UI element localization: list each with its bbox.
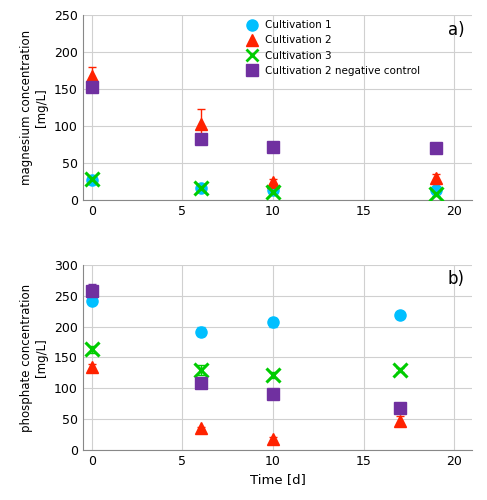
Y-axis label: phosphate concentration
[mg/L]: phosphate concentration [mg/L] xyxy=(20,284,49,432)
Text: a): a) xyxy=(448,20,465,38)
X-axis label: Time [d]: Time [d] xyxy=(250,474,305,486)
Y-axis label: magnesium concentration
[mg/L]: magnesium concentration [mg/L] xyxy=(20,30,49,185)
Text: b): b) xyxy=(448,270,465,288)
Legend: Cultivation 1, Cultivation 2, Cultivation 3, Cultivation 2 negative control: Cultivation 1, Cultivation 2, Cultivatio… xyxy=(242,20,420,76)
